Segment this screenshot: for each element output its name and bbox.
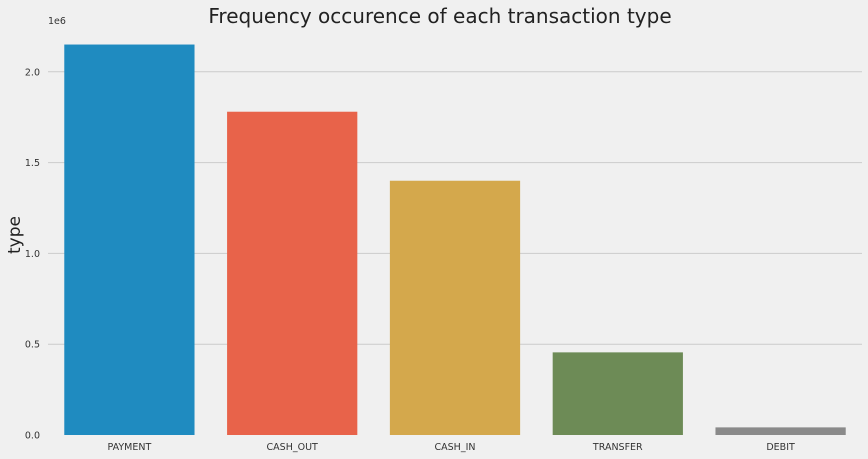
y-axis-scale-label: 1e6: [48, 16, 66, 27]
bar-payment: [64, 44, 195, 436]
bar-debit: [715, 427, 846, 435]
y-tick-label: 2.0: [25, 67, 40, 78]
y-tick-label: 0.5: [25, 340, 40, 351]
bar-cash-out: [227, 111, 358, 436]
bars: [64, 44, 846, 436]
x-tick-labels: PAYMENT CASH_OUT CASH_IN TRANSFER DEBIT: [108, 442, 796, 453]
y-tick-label: 0.0: [25, 431, 40, 442]
bar-transfer: [552, 352, 683, 435]
x-tick-label: PAYMENT: [108, 442, 152, 453]
x-tick-label: CASH_IN: [435, 442, 476, 453]
y-axis-label: type: [5, 216, 25, 254]
bar-cash-in: [389, 180, 521, 435]
x-tick-label: DEBIT: [766, 442, 795, 453]
y-tick-label: 1.0: [25, 249, 40, 260]
y-tick-label: 1.5: [25, 158, 40, 169]
x-tick-label: TRANSFER: [592, 442, 643, 453]
y-tick-labels: 0.0 0.5 1.0 1.5 2.0: [25, 67, 40, 441]
x-tick-label: CASH_OUT: [267, 442, 318, 453]
chart-title: Frequency occurence of each transaction …: [208, 4, 671, 28]
